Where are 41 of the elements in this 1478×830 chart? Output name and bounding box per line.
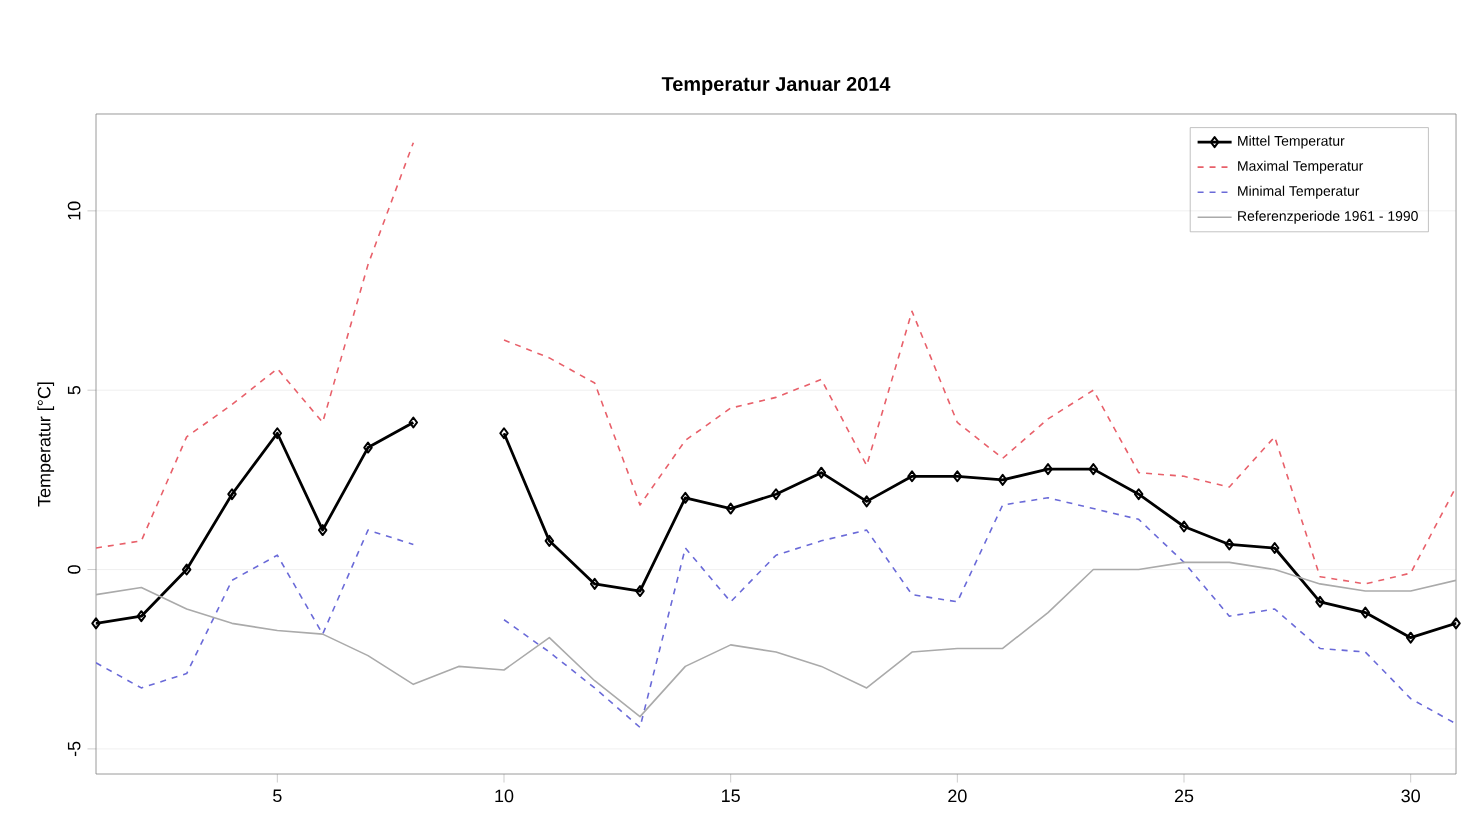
point [544,534,555,547]
x-tick-label: 10 [495,789,514,803]
x-tick-label: 20 [948,789,967,803]
point [816,466,827,479]
line-series [96,561,1457,718]
x-tick-label: 30 [1401,789,1420,803]
y-tick-label: -5 [67,741,81,757]
x-tick-label: 5 [273,789,282,803]
point [771,488,781,501]
point [363,441,373,454]
point [1405,631,1416,644]
x-tick-label: 15 [722,789,740,803]
point [1133,488,1144,501]
point [317,524,328,537]
point [1224,538,1235,551]
point [952,470,963,483]
point [635,585,645,598]
point [1179,520,1189,533]
point [907,470,917,483]
point [1269,542,1280,554]
point [408,416,419,429]
y-axis-title: Temperatur [°C] [37,382,55,507]
point [680,491,691,504]
point [589,577,600,590]
point [1043,463,1053,476]
point [136,610,147,623]
y-tick-label: 5 [67,385,81,395]
point [1360,606,1371,619]
point [997,473,1008,486]
x-tick-label: 25 [1174,789,1194,803]
point [181,563,192,576]
point [725,502,736,515]
point [1315,595,1325,608]
point [1088,463,1099,476]
point [499,427,509,440]
point [272,427,283,440]
point [227,488,237,501]
y-tick-label: 10 [67,201,81,220]
chart-title: Temperatur Januar 2014 [661,76,891,95]
point [861,495,872,508]
y-tick-label: 0 [67,565,81,574]
